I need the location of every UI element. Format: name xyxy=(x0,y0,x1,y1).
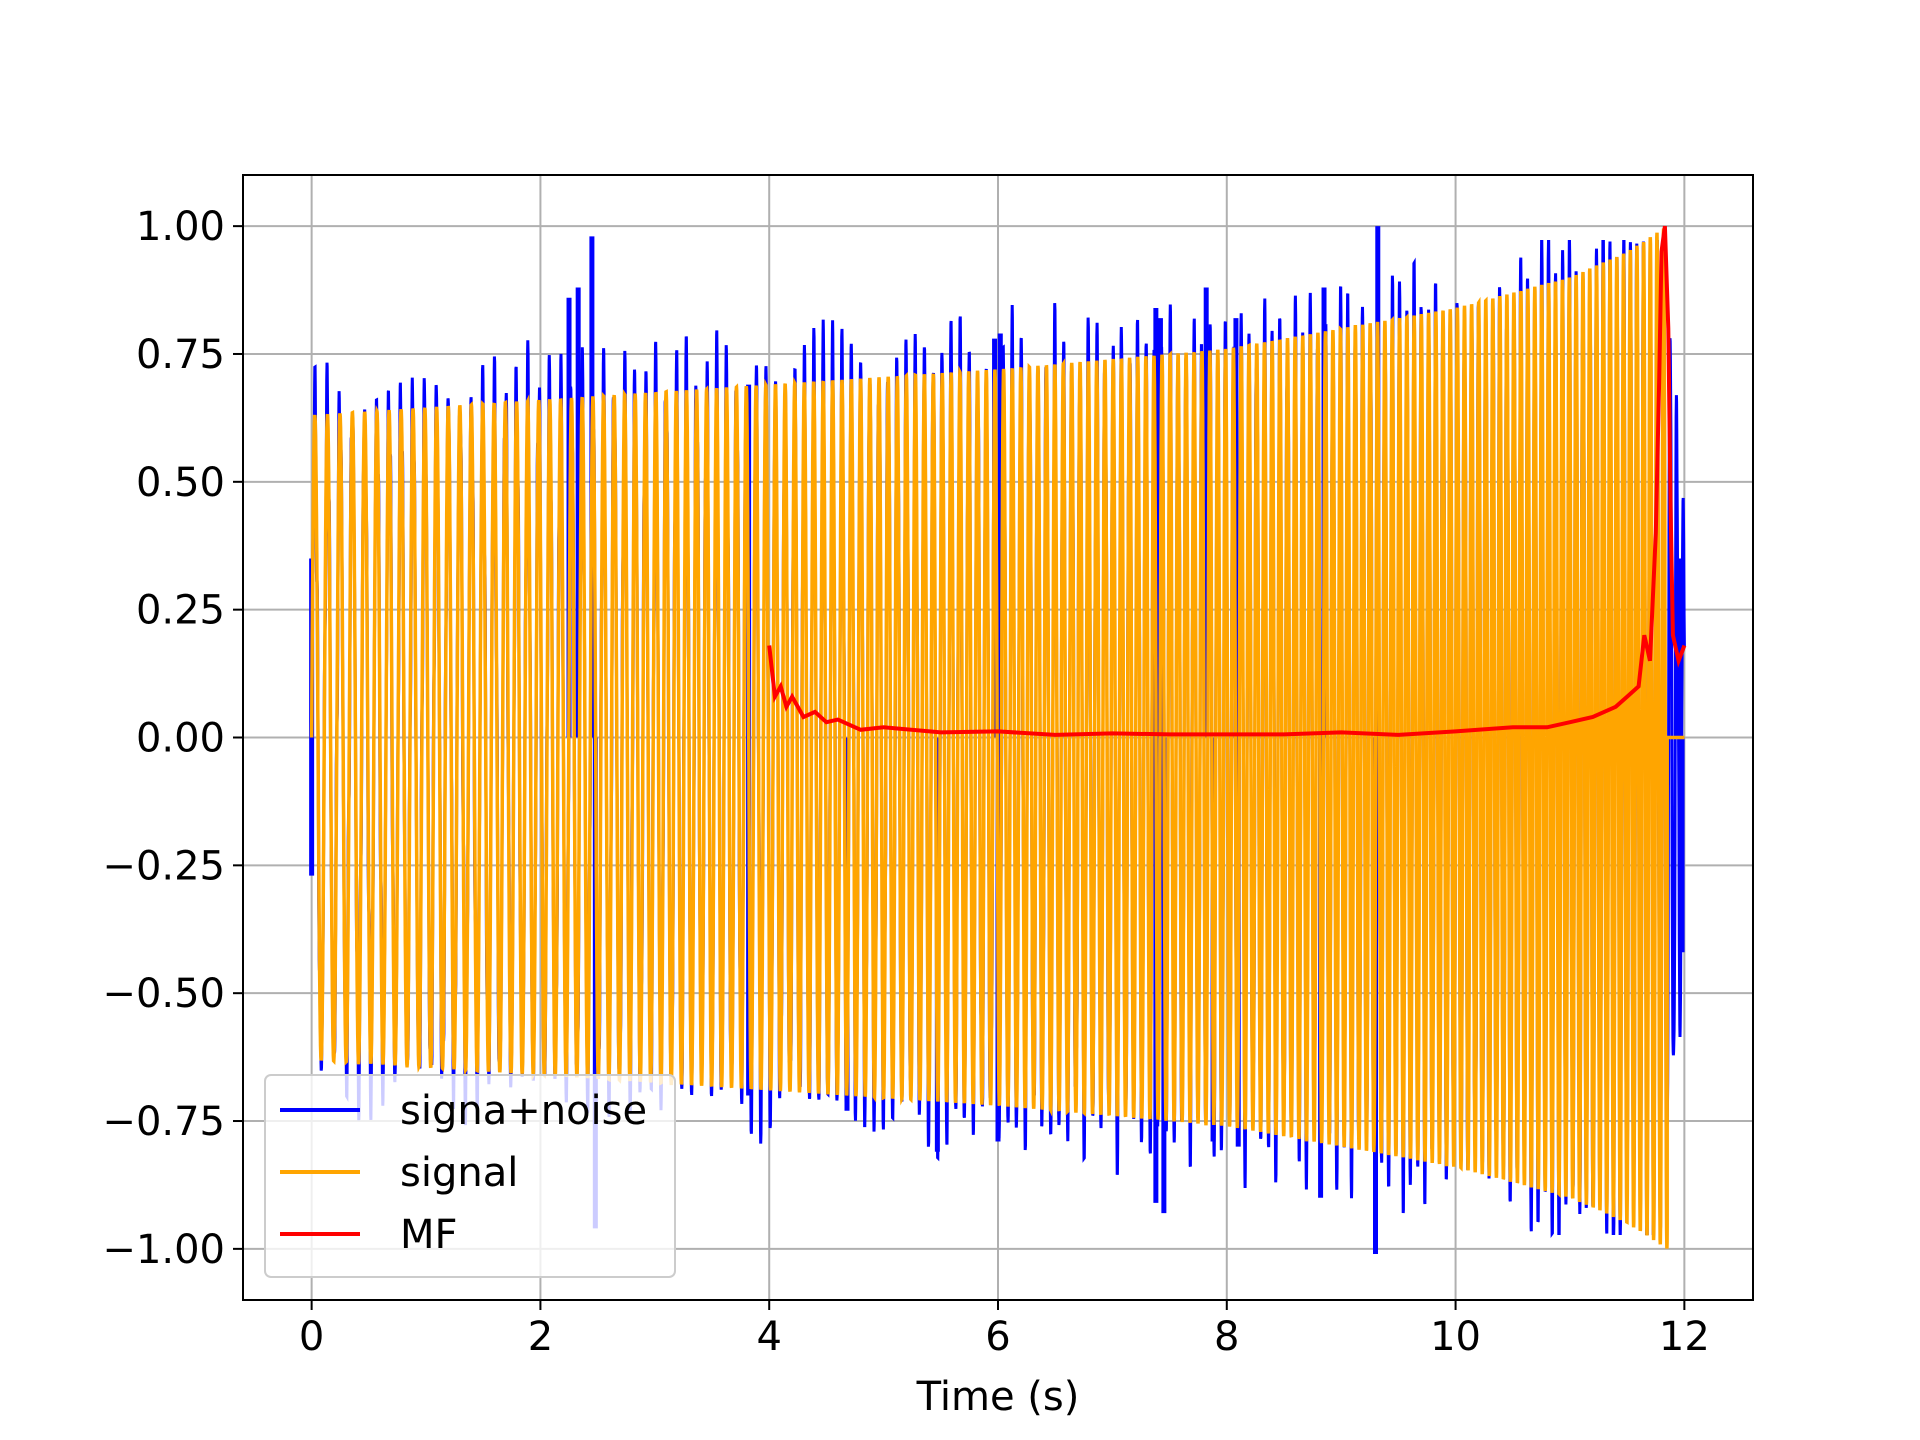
x-axis-label: Time (s) xyxy=(916,1374,1080,1420)
x-axis-ticks: 0 2 4 6 8 10 12 xyxy=(299,1300,1710,1360)
y-tick-label: 0.50 xyxy=(136,460,225,506)
y-tick-label: −0.75 xyxy=(102,1099,225,1145)
x-tick-label: 2 xyxy=(528,1314,553,1360)
legend-box xyxy=(264,1074,676,1278)
series-line xyxy=(767,225,1687,737)
y-axis-ticks: 1.00 0.75 0.50 0.25 0.00 −0.25 −0.50 −0.75 −1.00 xyxy=(102,204,243,1273)
legend-label: signal xyxy=(400,1150,518,1196)
y-tick-label: 0.75 xyxy=(136,332,225,378)
series-mf xyxy=(767,225,1687,737)
x-tick-label: 8 xyxy=(1214,1314,1239,1360)
x-tick-label: 0 xyxy=(299,1314,324,1360)
y-tick-label: −0.50 xyxy=(102,971,225,1017)
legend: signa+noise signal MF xyxy=(264,1074,676,1278)
x-tick-label: 12 xyxy=(1659,1314,1710,1360)
series-line xyxy=(309,228,1685,1249)
x-tick-label: 6 xyxy=(985,1314,1010,1360)
plot-series xyxy=(309,225,1687,1254)
y-tick-label: 1.00 xyxy=(136,204,225,250)
y-tick-label: 0.25 xyxy=(136,588,225,634)
y-tick-label: −1.00 xyxy=(102,1227,225,1273)
y-tick-label: 0.00 xyxy=(136,716,225,762)
legend-label: MF xyxy=(400,1212,458,1258)
x-tick-label: 10 xyxy=(1430,1314,1481,1360)
y-tick-label: −0.25 xyxy=(102,843,225,889)
x-tick-label: 4 xyxy=(756,1314,781,1360)
series-signal xyxy=(309,228,1685,1249)
legend-label: signa+noise xyxy=(400,1088,647,1134)
